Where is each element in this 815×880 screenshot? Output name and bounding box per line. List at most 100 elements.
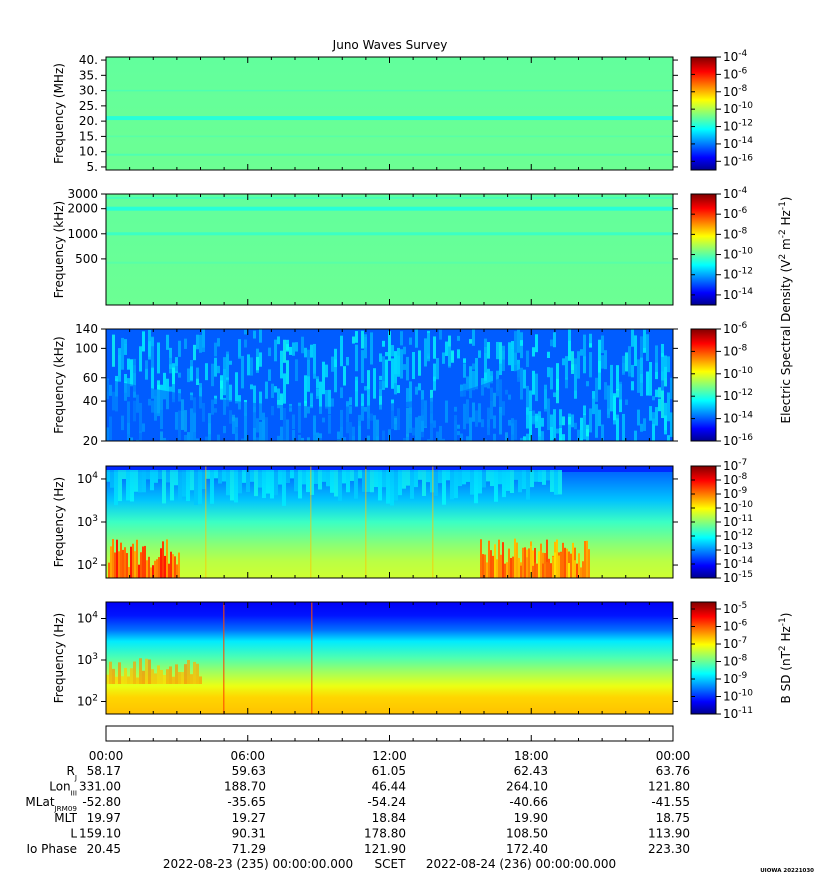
colorbar-tick-label: 10-12: [723, 267, 753, 282]
colorbar-tick-label: 10-16: [723, 153, 753, 168]
colorbar-tick-label: 10-15: [723, 570, 753, 585]
y-tick-label: 15.: [79, 129, 98, 143]
ephemeris-value: -40.66: [509, 795, 548, 809]
spectrogram-image: [106, 57, 673, 170]
colorbar: 10-4 10-6 10-8 10-10 10-12 10-14: [690, 186, 753, 306]
ephemeris-value: -35.65: [227, 795, 266, 809]
colorbar-tick-label: 10-6: [723, 619, 748, 634]
y-tick-label: 140: [75, 322, 98, 336]
ephemeris-value: -54.24: [367, 795, 406, 809]
spectrogram-image: [106, 602, 673, 714]
emission-band: [106, 135, 673, 138]
colorbar-tick-label: 10-12: [723, 119, 753, 134]
colorbar-tick-label: 10-12: [723, 528, 753, 543]
ephemeris-value: 61.05: [372, 764, 406, 778]
ephemeris-value: -41.55: [651, 795, 690, 809]
ephemeris-value: 71.29: [232, 842, 266, 856]
colorbar-tick-label: 10-8: [723, 343, 748, 358]
y-tick-label: 60: [83, 371, 98, 385]
time-label: 06:00: [230, 749, 265, 763]
y-tick-label: 10.: [79, 145, 98, 159]
y-tick-label: 5.: [87, 160, 98, 174]
ephemeris-value: 331.00: [79, 780, 121, 794]
colorbars: 10-4 10-6 10-8 10-10 10-12 10-14 10-16 10-4 10-6…: [690, 49, 793, 721]
colorbar-gradient: [690, 56, 717, 171]
colorbar-tick-label: 10-8: [723, 84, 748, 99]
y-tick-label: 20: [83, 434, 98, 448]
time-label: 00:00: [89, 749, 124, 763]
y-tick-label: 104: [77, 611, 98, 626]
colorbar: 10-6 10-8 10-10 10-12 10-14 10-16: [690, 321, 753, 448]
colorbar-tick-label: 10-5: [723, 601, 747, 616]
colorbar-tick-label: 10-14: [723, 556, 753, 571]
colorbar-gradient: [690, 465, 717, 579]
emission-band: [106, 89, 673, 92]
colorbar-tick-label: 10-6: [723, 321, 748, 336]
ephemeris-value: 178.80: [364, 826, 406, 840]
time-label: 00:00: [656, 749, 691, 763]
y-tick-label: 500: [75, 252, 98, 266]
y-tick-label: 2000: [67, 202, 98, 216]
spectrogram-image: [106, 194, 673, 305]
ephemeris-value: 121.90: [364, 842, 406, 856]
colorbar-tick-label: 10-10: [723, 366, 753, 381]
ephemeris-label: MLT: [54, 811, 77, 825]
colorbar-tick-label: 10-10: [723, 500, 753, 515]
colorbar-tick-label: 10-4: [723, 186, 748, 201]
ephemeris-value: 264.10: [506, 780, 548, 794]
y-tick-label: 102: [77, 694, 98, 709]
y-tick-label: 3000: [67, 187, 98, 201]
colorbar-tick-label: 10-8: [723, 654, 748, 669]
colorbar-tick-label: 10-13: [723, 542, 753, 557]
y-tick-label: 103: [77, 652, 98, 667]
colorbar: 10-4 10-6 10-8 10-10 10-12 10-14 10-16: [690, 49, 753, 171]
ephemeris-value: 159.10: [79, 826, 121, 840]
y-tick-label: 1000: [67, 227, 98, 241]
colorbar-gradient: [690, 193, 717, 306]
colorbar: 10-710-810-910-1010-1110-1210-1310-1410-…: [690, 458, 753, 585]
colorbar: 10-5 10-6 10-7 10-8 10-9 10-10 10-11: [690, 601, 753, 721]
credit-label: UIOWA 20221030: [760, 868, 814, 874]
y-tick-label: 20.: [79, 114, 98, 128]
colorbar-tick-label: 10-10: [723, 247, 753, 262]
colorbar-gradient: [690, 328, 717, 442]
emission-band: [106, 206, 673, 211]
ephemeris-label: L: [70, 826, 77, 840]
emission-band: [106, 116, 673, 121]
figure-title: Juno Waves Survey: [332, 38, 448, 52]
ephemeris-label: Io Phase: [26, 842, 77, 856]
y-axis-label: Frequency (kHz): [52, 201, 66, 298]
colorbar-tick-label: 10-11: [723, 706, 753, 721]
ephemeris-value: 19.27: [232, 811, 266, 825]
colorbar-tick-label: 10-14: [723, 287, 753, 302]
colorbar-tick-label: 10-16: [723, 433, 753, 448]
ephemeris-value: 19.90: [514, 811, 548, 825]
colorbar-tick-label: 10-14: [723, 136, 753, 151]
time-label: 12:00: [372, 749, 407, 763]
ephemeris-value: 20.45: [87, 842, 121, 856]
ephemeris-value: 59.63: [232, 764, 266, 778]
panel-waves-lfr-e: 104 103 102 Frequency (Hz): [52, 465, 678, 579]
y-tick-label: 30.: [79, 84, 98, 98]
y-axis-label: Frequency (Hz): [52, 613, 66, 704]
colorbar-tick-label: 10-9: [723, 486, 748, 501]
colorbar-tick-label: 10-6: [723, 66, 748, 81]
colorbar-tick-label: 10-12: [723, 388, 753, 403]
ephemeris-value: 121.80: [648, 780, 690, 794]
spectrogram-image: [106, 466, 673, 578]
ephemeris-value: 18.75: [656, 811, 690, 825]
ephemeris-value: 58.17: [87, 764, 121, 778]
colorbar-tick-label: 10-7: [723, 458, 747, 473]
ephemeris-value: 90.31: [232, 826, 266, 840]
colorbar-tick-label: 10-14: [723, 411, 753, 426]
time-axis: 00:00 06:00 12:00 18:00 00:00: [89, 725, 691, 763]
y-tick-label: 102: [77, 557, 98, 572]
ephemeris-value: 46.44: [372, 780, 406, 794]
ephemeris-value: 223.30: [648, 842, 690, 856]
colorbar-tick-label: 10-7: [723, 636, 747, 651]
ephemeris-label: RJ: [67, 764, 77, 782]
ephemeris-value: 18.84: [372, 811, 406, 825]
colorbar-gradient: [690, 601, 717, 715]
